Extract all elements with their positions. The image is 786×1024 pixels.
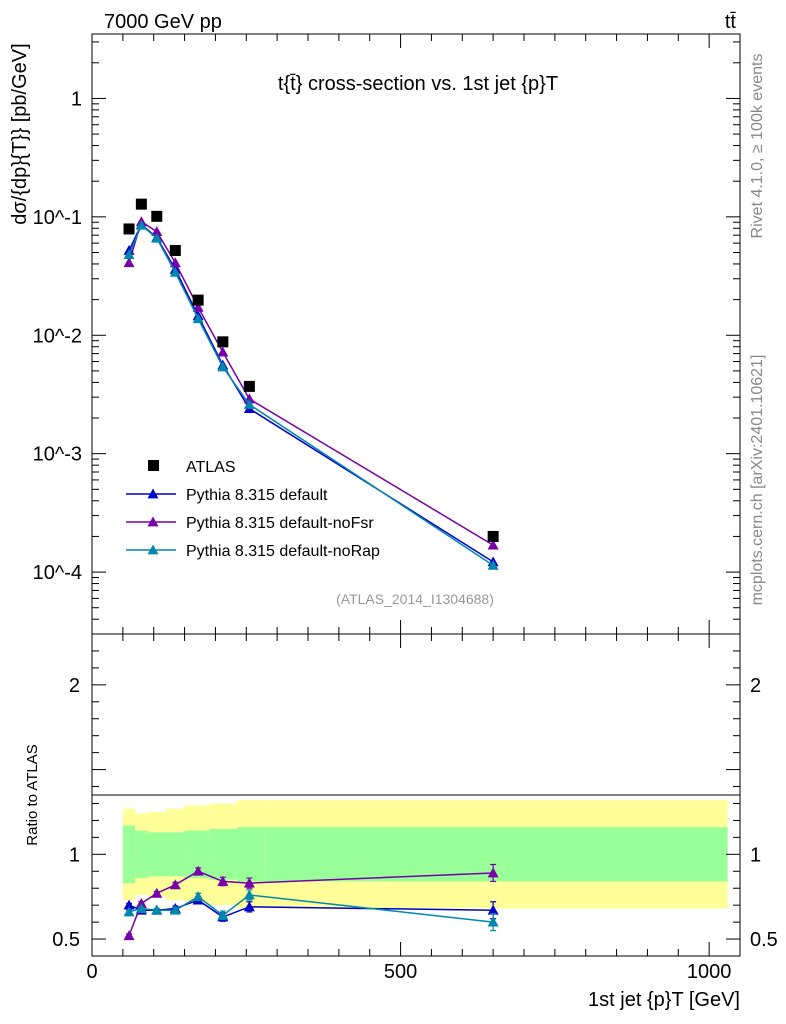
series-point-2 — [123, 249, 135, 259]
ratio-point-1 — [243, 877, 255, 888]
data-point — [487, 530, 499, 542]
main-y-ticks: 1 10^-1 10^-2 10^-3 10^-4 — [33, 41, 740, 635]
ratio-point-2 — [123, 906, 135, 917]
main-series-marks — [123, 198, 499, 570]
x-tick-label: 500 — [384, 961, 417, 983]
ratio-point-1 — [169, 879, 181, 890]
data-point — [217, 336, 229, 348]
ratio-band-inner — [264, 827, 728, 882]
legend-marker-2 — [147, 544, 159, 555]
data-point — [243, 380, 255, 392]
ratio-y-ticks: 0.5 0.5 1 1 2 2 — [52, 650, 778, 951]
ratio-point-1 — [487, 867, 499, 878]
data-point — [151, 210, 163, 222]
legend-label-data: ATLAS — [186, 459, 236, 476]
series-point-2 — [217, 361, 229, 372]
ratio-band-inner — [147, 832, 167, 877]
y-tick-label: 10^-3 — [33, 444, 82, 466]
ratio-tick-label-right: 1 — [750, 844, 761, 866]
ratio-point-0 — [123, 899, 135, 910]
ratio-tick-label-right: 0.5 — [750, 929, 778, 951]
chart-title: t{t̄} cross-section vs. 1st jet {p}T — [278, 73, 558, 95]
ratio-band-inner — [135, 830, 148, 879]
legend-marker-0 — [147, 488, 159, 499]
y-tick-label: 10^-2 — [33, 325, 82, 347]
series-point-2 — [169, 266, 181, 277]
main-panel: t{t̄} cross-section vs. 1st jet {p}T (AT… — [9, 33, 741, 635]
ratio-point-2 — [217, 909, 229, 920]
ratio-point-1 — [192, 865, 204, 876]
legend-label-0: Pythia 8.315 default — [186, 487, 328, 504]
y-tick-label: 10^-1 — [33, 207, 82, 229]
ratio-frame — [91, 633, 741, 957]
ratio-point-2 — [135, 903, 147, 913]
energy-label: 7000 GeV pp — [104, 11, 222, 33]
x-axis-label: 1st jet {p}T [GeV] — [588, 989, 740, 1011]
ratio-point-2 — [192, 891, 204, 902]
legend-marker-data — [148, 460, 159, 471]
legend-label-1: Pythia 8.315 default-noFsr — [186, 515, 374, 532]
ratio-point-1 — [135, 897, 147, 908]
ratio-tick-label-left: 2 — [69, 675, 80, 697]
ratio-point-0 — [487, 904, 499, 915]
analysis-tag: (ATLAS_2014_I1304688) — [336, 591, 494, 607]
y-tick-label: 10^-4 — [33, 562, 82, 584]
side-label-top: Rivet 4.1.0, ≥ 100k events — [749, 54, 766, 239]
ratio-point-1 — [217, 875, 229, 886]
process-label: tt̄ — [725, 11, 737, 33]
ratio-point-1 — [123, 930, 135, 941]
ratio-point-0 — [243, 901, 255, 912]
series-point-1 — [217, 346, 229, 357]
data-point — [123, 223, 135, 235]
series-point-1 — [123, 257, 135, 268]
data-point — [192, 294, 204, 306]
legend-marker-1 — [147, 516, 159, 527]
ratio-point-2 — [243, 889, 255, 900]
x-axis-ticks: 0 500 1000 — [86, 34, 741, 983]
ratio-point-2 — [169, 904, 181, 915]
y-axis-label: dσ/{dp}{T}} [pb/GeV] — [9, 43, 31, 224]
x-tick-label: 1000 — [687, 961, 732, 983]
series-point-1 — [487, 539, 499, 550]
series-point-2 — [487, 559, 499, 570]
series-point-1 — [192, 301, 204, 312]
series-point-2 — [135, 219, 147, 230]
series-line-0 — [128, 223, 494, 563]
side-label-bottom: mcplots.cern.ch [arXiv:2401.10621] — [749, 355, 766, 606]
ratio-point-2 — [487, 916, 499, 927]
ratio-point-1 — [151, 887, 163, 898]
series-point-1 — [151, 226, 163, 237]
ratio-point-2 — [151, 904, 163, 915]
ratio-tick-label-right: 2 — [750, 675, 761, 697]
ratio-band-inner — [122, 825, 136, 884]
legend-label-2: Pythia 8.315 default-noRap — [186, 543, 380, 560]
ratio-tick-label-left: 1 — [69, 844, 80, 866]
x-tick-label: 0 — [86, 961, 97, 983]
y-tick-label: 1 — [71, 88, 82, 110]
legend: ATLAS Pythia 8.315 default Pythia 8.315 de… — [126, 459, 380, 560]
ratio-series-marks — [123, 863, 499, 941]
ratio-panel: 0.5 0.5 1 1 2 2 Ratio to ATLAS 0 500 1000 1st j… — [24, 34, 778, 1011]
ratio-band-inner — [237, 827, 265, 882]
series-point-2 — [243, 399, 255, 409]
series-point-2 — [151, 232, 163, 243]
series-point-1 — [169, 257, 181, 268]
data-point — [169, 244, 181, 256]
series-point-2 — [192, 313, 204, 324]
ratio-tick-label-left: 0.5 — [52, 929, 80, 951]
ratio-band-inner — [166, 832, 185, 877]
data-point — [135, 198, 147, 210]
ratio-uncertainty-bands — [122, 800, 728, 909]
ratio-band-inner — [209, 828, 238, 880]
ratio-y-axis-label: Ratio to ATLAS — [24, 744, 41, 845]
